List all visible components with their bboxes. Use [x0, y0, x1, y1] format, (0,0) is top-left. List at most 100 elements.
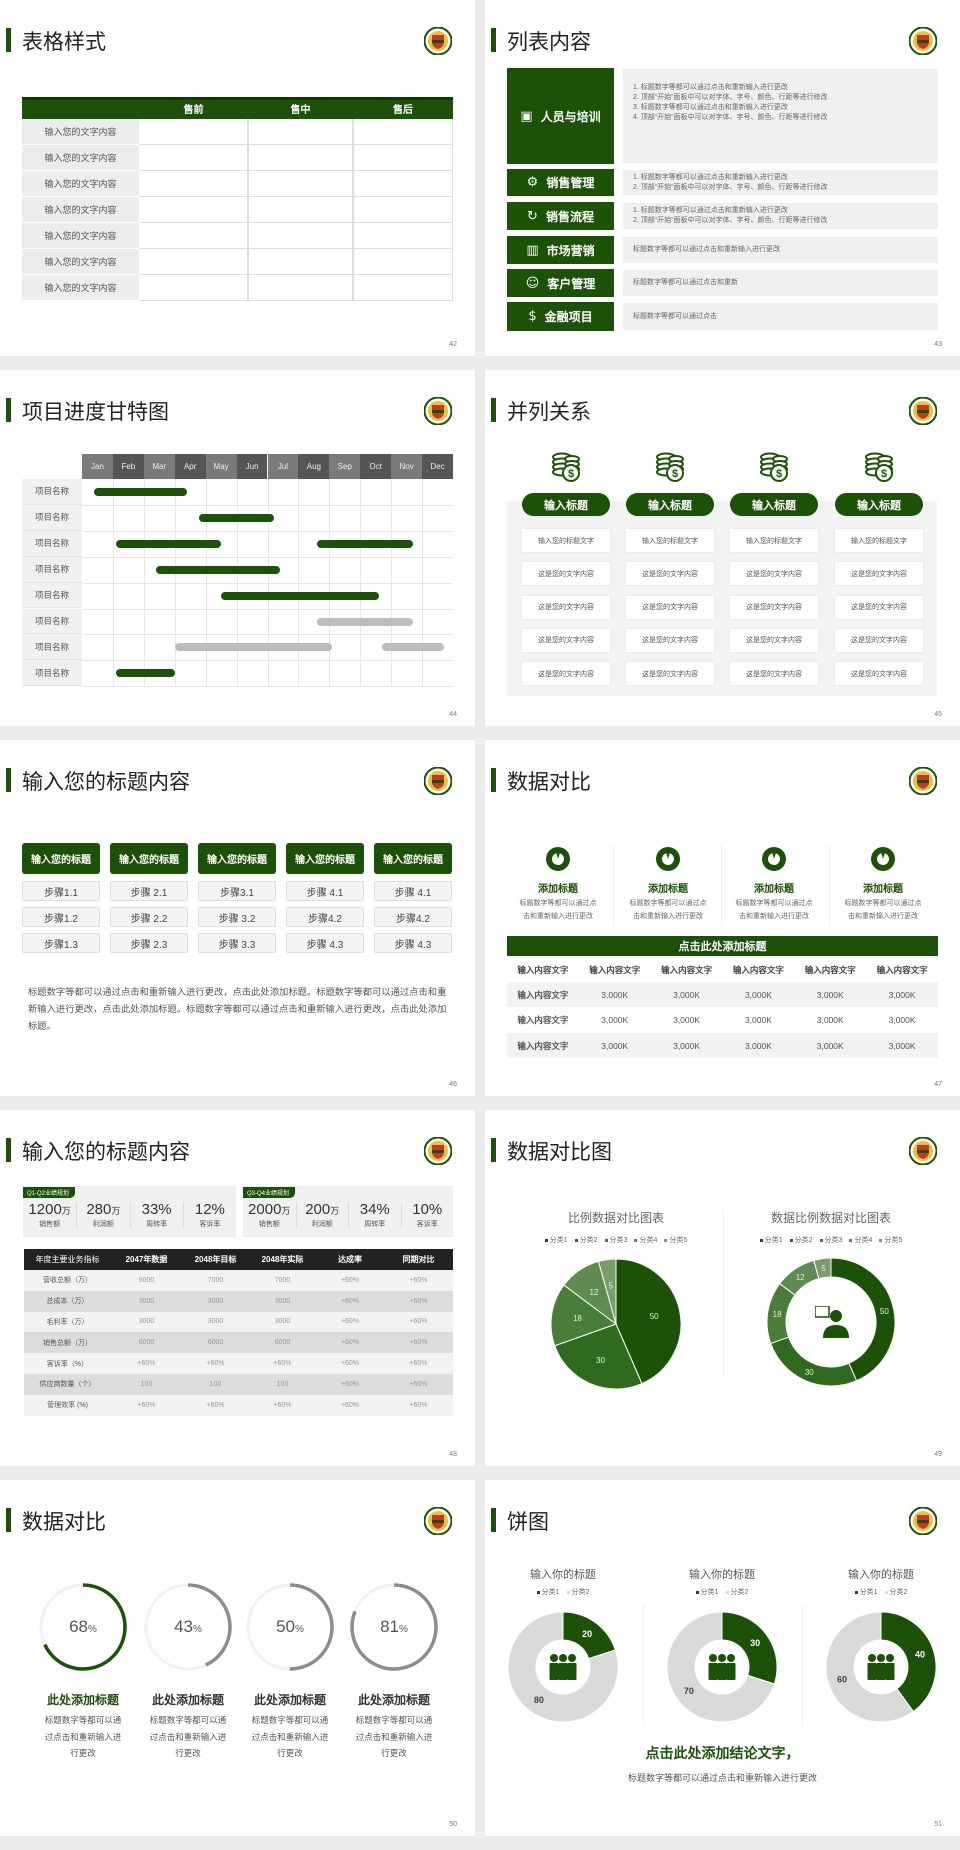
gantt-bar-planned[interactable] [174, 643, 333, 652]
step-box[interactable]: 步骤3.1 [198, 881, 276, 901]
content-cell[interactable]: 这是您的文字内容 [835, 562, 923, 586]
list-item-4[interactable]: ☺ 客户管理 [507, 269, 614, 297]
list-item-2[interactable]: ↻ 销售流程 [507, 202, 614, 230]
legend-item[interactable]: 分类2 [884, 1587, 907, 1597]
content-cell[interactable]: 这是您的文字内容 [730, 628, 818, 652]
step-box[interactable]: 步骤 4.3 [374, 933, 452, 953]
column-heading-pill[interactable]: 输入标题 [522, 493, 610, 516]
table-cell[interactable] [248, 145, 353, 171]
step-column-heading[interactable]: 输入您的标题 [374, 843, 452, 874]
legend-item[interactable]: 分类5 [664, 1235, 687, 1245]
step-box[interactable]: 步骤4.2 [374, 907, 452, 927]
table-cell[interactable] [248, 171, 353, 197]
step-box[interactable]: 步骤 2.1 [110, 881, 188, 901]
legend-item[interactable]: 分类1 [854, 1587, 878, 1597]
legend-item[interactable]: 分类1 [544, 1235, 568, 1245]
table-cell[interactable] [353, 145, 453, 171]
content-cell[interactable]: 这是您的文字内容 [730, 562, 818, 586]
table-cell[interactable] [139, 119, 248, 145]
slide-48[interactable]: 输入您的标题内容 48 Q1-Q2业绩规划 1200万 销售额 280万 利润额 33% 周转率… [0, 1110, 475, 1466]
legend-item[interactable]: 分类1 [536, 1587, 560, 1597]
content-cell[interactable]: 这是您的文字内容 [522, 562, 610, 586]
list-item-0[interactable]: ▣ 人员与培训 [507, 68, 614, 164]
row-label-cell[interactable]: 输入您的文字内容 [22, 275, 139, 301]
table-cell[interactable] [139, 145, 248, 171]
step-box[interactable]: 步骤1.3 [22, 933, 100, 953]
step-box[interactable]: 步骤1.1 [22, 881, 100, 901]
table-cell[interactable] [353, 119, 453, 145]
list-item-3[interactable]: ▥ 市场营销 [507, 236, 614, 264]
slide-42[interactable]: 表格样式 42 售前 售中 售后 输入您的文字内容 输入您的文字内容 输入您的文字内容 输入您的… [0, 0, 475, 356]
legend-item[interactable]: 分类2 [574, 1235, 598, 1245]
slide-44[interactable]: 项目进度甘特图 44 Jan Feb Mar Apr May Jun Jul Aug Sep Oct N… [0, 370, 475, 726]
gantt-bar-active[interactable] [316, 539, 413, 548]
table-cell[interactable] [139, 249, 248, 275]
table-cell[interactable] [353, 197, 453, 223]
column-heading-pill[interactable]: 输入标题 [835, 493, 923, 516]
content-cell[interactable]: 这是您的文字内容 [626, 662, 714, 686]
content-cell[interactable]: 这是您的文字内容 [835, 662, 923, 686]
table-cell[interactable] [139, 275, 248, 301]
content-cell[interactable]: 输入您的标题文字 [626, 529, 714, 552]
table-cell[interactable] [248, 197, 353, 223]
content-cell[interactable]: 输入您的标题文字 [522, 529, 610, 552]
step-column-heading[interactable]: 输入您的标题 [198, 843, 276, 874]
table-cell[interactable] [139, 197, 248, 223]
table-cell[interactable] [353, 223, 453, 249]
conclusion-text[interactable]: 点击此处添加结论文字， [645, 1745, 800, 1761]
content-cell[interactable]: 这是您的文字内容 [730, 595, 818, 619]
content-cell[interactable]: 这是您的文字内容 [626, 595, 714, 619]
content-cell[interactable]: 这是您的文字内容 [522, 628, 610, 652]
step-box[interactable]: 步骤 4.1 [374, 881, 452, 901]
content-cell[interactable]: 输入您的标题文字 [835, 529, 923, 552]
table-cell[interactable] [353, 249, 453, 275]
table-cell[interactable] [139, 171, 248, 197]
table-cell[interactable] [248, 275, 353, 301]
legend-item[interactable]: 分类1 [695, 1587, 719, 1597]
content-cell[interactable]: 这是您的文字内容 [522, 595, 610, 619]
step-box[interactable]: 步骤 3.2 [198, 907, 276, 927]
step-box[interactable]: 步骤4.2 [286, 907, 364, 927]
table-cell[interactable] [248, 119, 353, 145]
legend-item[interactable]: 分类2 [725, 1587, 748, 1597]
gantt-bar-active[interactable] [116, 669, 175, 678]
row-label-cell[interactable]: 输入您的文字内容 [22, 145, 139, 171]
content-cell[interactable]: 这是您的文字内容 [522, 662, 610, 686]
slide-45[interactable]: 并列关系 45 $ 输入标题 输入您的标题文字 这是您的文字内容 这是您的文字内容 这是您的文… [485, 370, 960, 726]
list-item-1[interactable]: ⚙ 销售管理 [507, 169, 614, 196]
table-cell[interactable] [353, 171, 453, 197]
row-label-cell[interactable]: 输入您的文字内容 [22, 249, 139, 275]
table-cell[interactable] [248, 249, 353, 275]
column-heading-pill[interactable]: 输入标题 [626, 493, 714, 516]
slide-47[interactable]: 数据对比 47 添加标题 标题数字等都可以通过点 击和重新输入进行更改 添加标题 标题数字等… [485, 740, 960, 1096]
list-item-5[interactable]: $ 金融项目 [507, 302, 614, 331]
gantt-bar-planned[interactable] [316, 617, 413, 626]
legend-item[interactable]: 分类4 [634, 1235, 657, 1245]
step-box[interactable]: 步骤1.2 [22, 907, 100, 927]
step-column-heading[interactable]: 输入您的标题 [110, 843, 188, 874]
gantt-bar-planned[interactable] [381, 643, 444, 652]
step-box[interactable]: 步骤 4.1 [286, 881, 364, 901]
legend-item[interactable]: 分类1 [759, 1235, 783, 1245]
content-cell[interactable]: 这是您的文字内容 [835, 595, 923, 619]
gantt-bar-active[interactable] [94, 488, 188, 496]
row-label-cell[interactable]: 输入您的文字内容 [22, 119, 139, 145]
content-cell[interactable]: 输入您的标题文字 [730, 529, 818, 552]
legend-item[interactable]: 分类5 [879, 1235, 902, 1245]
step-column-heading[interactable]: 输入您的标题 [286, 843, 364, 874]
legend-item[interactable]: 分类3 [819, 1235, 842, 1245]
legend-item[interactable]: 分类2 [789, 1235, 813, 1245]
content-cell[interactable]: 这是您的文字内容 [835, 628, 923, 652]
gantt-bar-active[interactable] [199, 513, 274, 522]
legend-item[interactable]: 分类3 [604, 1235, 627, 1245]
content-cell[interactable]: 这是您的文字内容 [626, 562, 714, 586]
step-box[interactable]: 步骤 2.2 [110, 907, 188, 927]
table-cell[interactable] [248, 223, 353, 249]
table-cell[interactable] [139, 223, 248, 249]
table-cell[interactable] [353, 275, 453, 301]
step-box[interactable]: 步骤 2.3 [110, 933, 188, 953]
content-cell[interactable]: 这是您的文字内容 [730, 662, 818, 686]
gantt-bar-active[interactable] [156, 565, 280, 574]
slide-51[interactable]: 饼图 51 输入你的标题 分类1 分类2 20 80 输入你的标题 分类1 分类2 30 70 输入你的… [485, 1480, 960, 1836]
row-label-cell[interactable]: 输入您的文字内容 [22, 171, 139, 197]
